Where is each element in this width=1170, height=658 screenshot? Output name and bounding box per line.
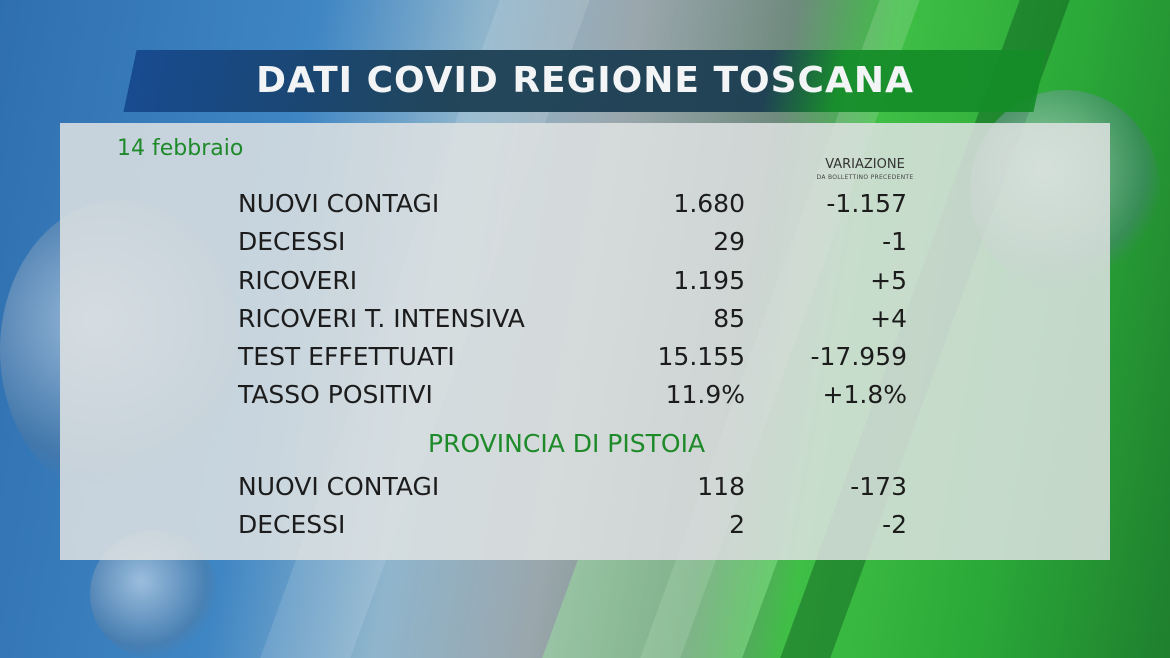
row-value: 85 [713,304,745,333]
table-row: DECESSI 29 -1 [0,225,1170,259]
row-change: -2 [882,510,907,539]
date-label: 14 febbraio [117,136,244,161]
row-label: RICOVERI T. INTENSIVA [238,304,525,333]
page-title: DATI COVID REGIONE TOSCANA [256,60,914,101]
row-value: 11.9% [665,380,745,409]
row-change: +5 [870,266,907,295]
table-row: NUOVI CONTAGI 118 -173 [0,470,1170,504]
data-panel [60,123,1110,560]
row-label: TASSO POSITIVI [238,380,433,409]
variation-subheader: DA BOLLETTINO PRECEDENTE [816,174,914,181]
province-title: PROVINCIA DI PISTOIA [428,429,706,458]
row-label: RICOVERI [238,266,358,295]
row-label: DECESSI [238,227,346,256]
row-value: 1.680 [673,189,745,218]
row-label: NUOVI CONTAGI [238,472,440,501]
row-label: DECESSI [238,510,346,539]
row-change: -173 [850,472,907,501]
table-row: TEST EFFETTUATI 15.155 -17.959 [0,340,1170,374]
table-row: TASSO POSITIVI 11.9% +1.8% [0,378,1170,412]
row-change: +1.8% [822,380,907,409]
row-label: TEST EFFETTUATI [238,342,455,371]
row-change: -17.959 [810,342,908,371]
bg-stripe [542,560,778,658]
row-label: NUOVI CONTAGI [238,189,440,218]
row-value: 15.155 [657,342,745,371]
row-change: -1.157 [826,189,907,218]
row-value: 2 [729,510,745,539]
table-row: NUOVI CONTAGI 1.680 -1.157 [0,187,1170,221]
table-row: RICOVERI T. INTENSIVA 85 +4 [0,302,1170,336]
row-value: 118 [697,472,745,501]
row-change: +4 [870,304,907,333]
row-value: 29 [713,227,745,256]
table-row: DECESSI 2 -2 [0,508,1170,542]
row-change: -1 [882,227,907,256]
table-row: RICOVERI 1.195 +5 [0,264,1170,298]
variation-header: VARIAZIONE [825,157,905,172]
row-value: 1.195 [673,266,745,295]
